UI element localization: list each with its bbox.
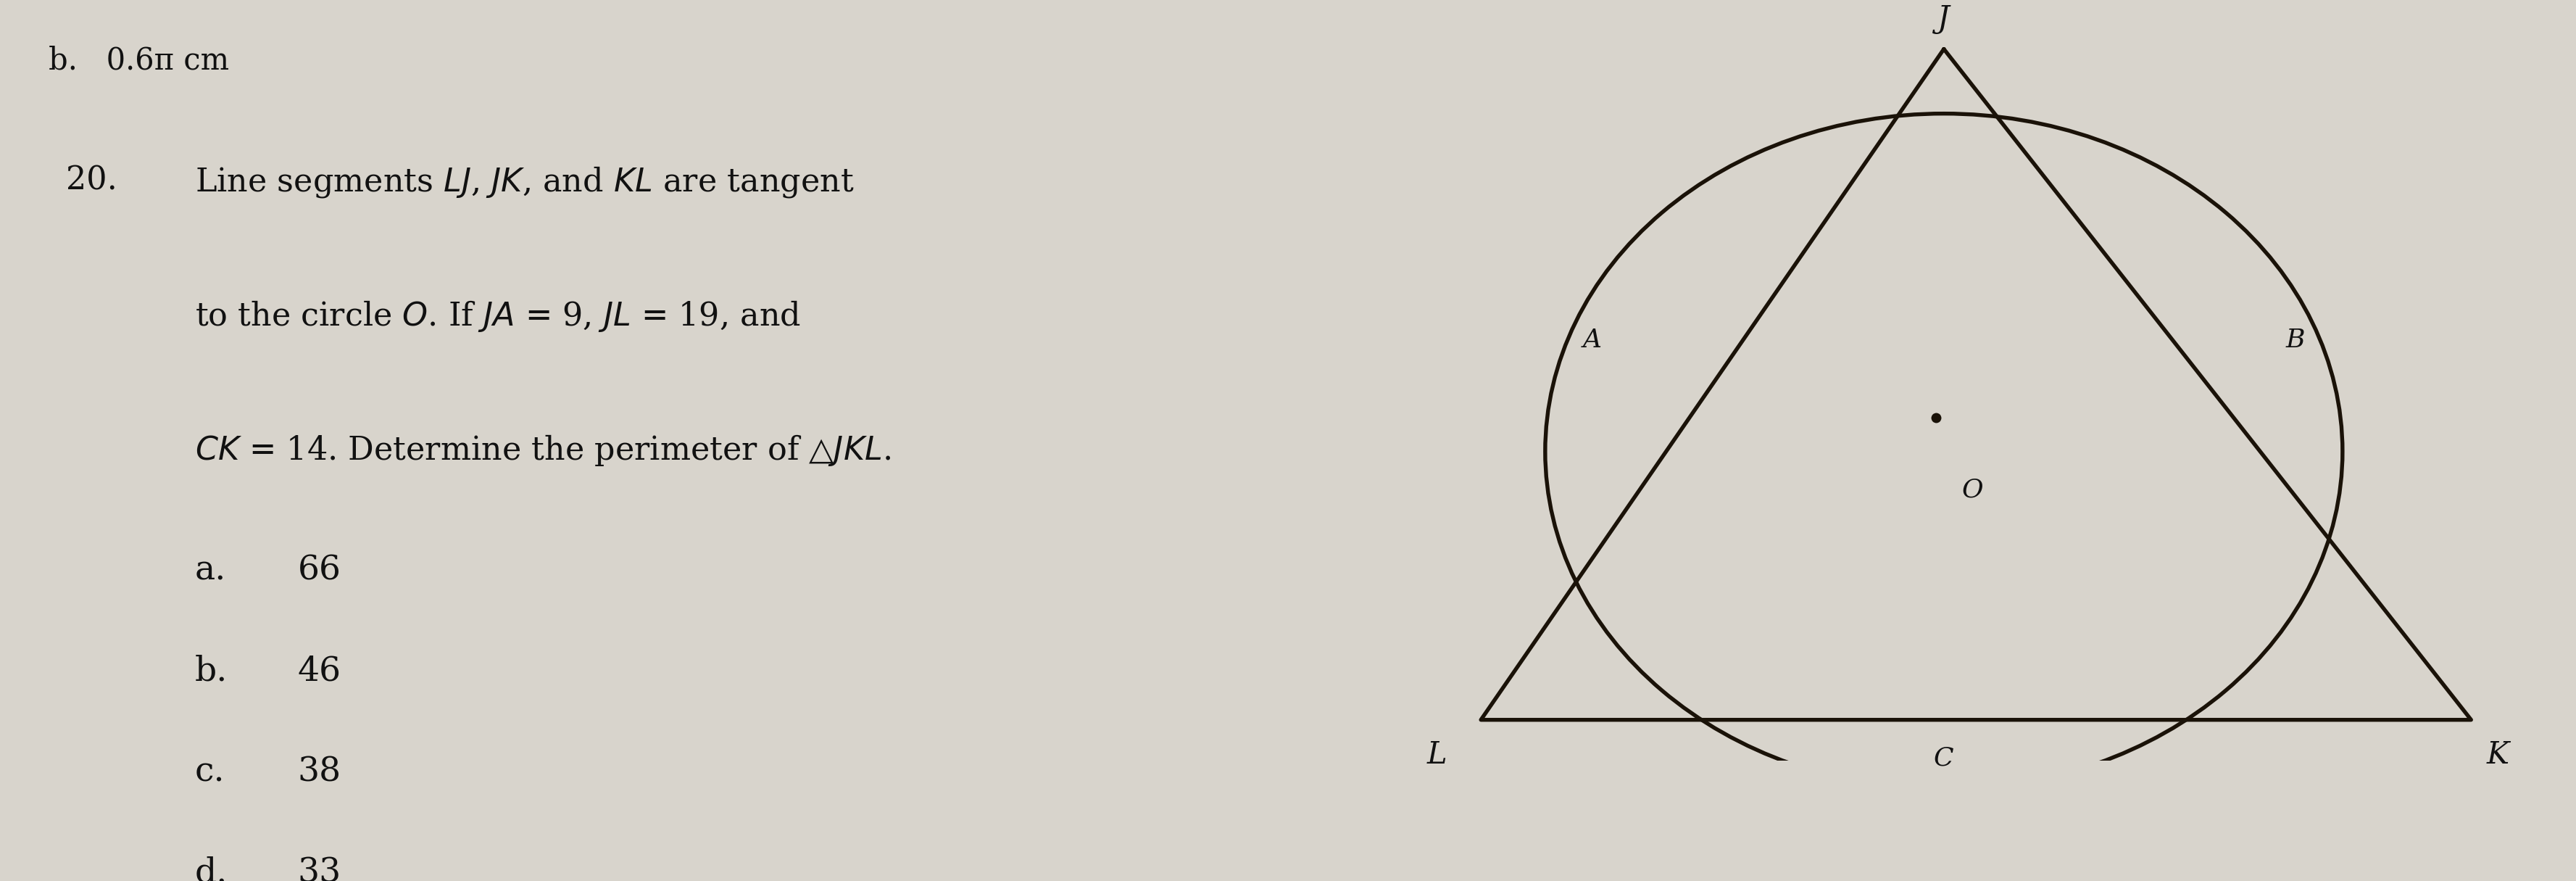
- Text: to the circle $O$. If $\mathit{JA}$ = 9, $\mathit{JL}$ = 19, and: to the circle $O$. If $\mathit{JA}$ = 9,…: [196, 299, 801, 334]
- Text: A: A: [1582, 328, 1602, 352]
- Text: b.: b.: [196, 655, 227, 688]
- Text: 33: 33: [299, 856, 343, 881]
- Text: c.: c.: [196, 756, 224, 788]
- Text: 38: 38: [299, 756, 343, 788]
- Text: b.   0.6π cm: b. 0.6π cm: [49, 45, 229, 76]
- Text: B: B: [2285, 328, 2306, 352]
- Text: K: K: [2486, 740, 2509, 770]
- Text: 46: 46: [299, 655, 343, 688]
- Text: Line segments $\mathit{LJ}$, $\mathit{JK}$, and $\mathit{KL}$ are tangent: Line segments $\mathit{LJ}$, $\mathit{JK…: [196, 165, 855, 199]
- Text: $\mathit{CK}$ = 14. Determine the perimeter of △$\mathit{JKL}$.: $\mathit{CK}$ = 14. Determine the perime…: [196, 433, 891, 468]
- Text: L: L: [1427, 740, 1448, 770]
- Text: O: O: [1963, 478, 1984, 502]
- Text: 20.: 20.: [67, 165, 118, 196]
- Text: J: J: [1937, 4, 1950, 34]
- Text: 66: 66: [299, 554, 340, 587]
- Text: d.: d.: [196, 856, 227, 881]
- Text: C: C: [1935, 746, 1953, 771]
- Text: a.: a.: [196, 554, 227, 587]
